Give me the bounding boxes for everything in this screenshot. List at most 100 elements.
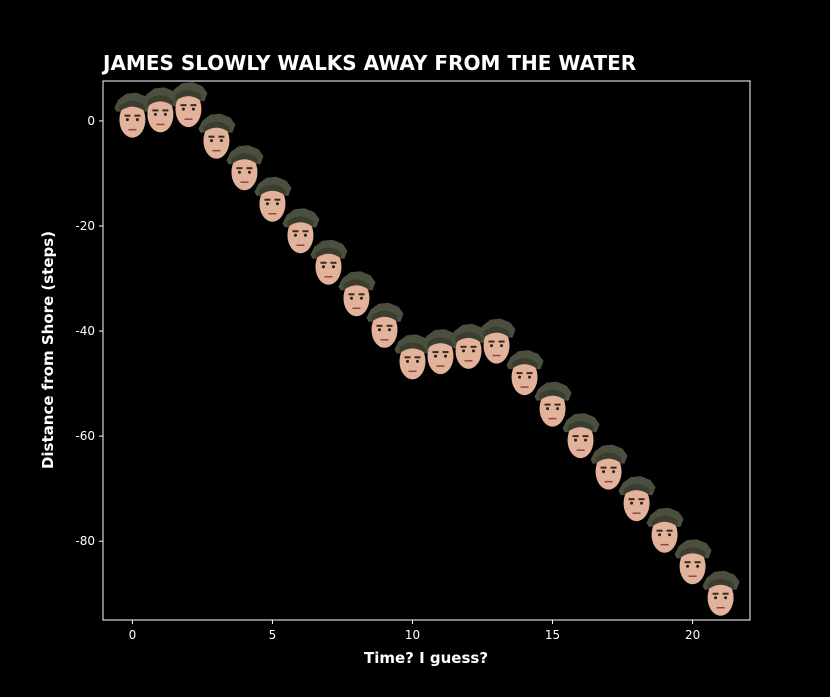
face-marker: [226, 145, 264, 191]
y-tick-label: -20: [75, 219, 95, 233]
face: [175, 91, 202, 128]
eye: [349, 296, 353, 300]
y-tick-label: -60: [75, 429, 95, 443]
face-marker: [618, 476, 656, 522]
face: [567, 422, 594, 459]
face-marker: [450, 323, 488, 369]
hairline: [343, 279, 370, 291]
face: [343, 280, 370, 317]
eye: [490, 344, 494, 348]
eye: [500, 344, 504, 348]
hairline: [427, 337, 454, 349]
chart-title: JAMES SLOWLY WALKS AWAY FROM THE WATER: [101, 51, 636, 75]
face-marker: [114, 92, 152, 138]
eye: [724, 596, 728, 600]
eye: [209, 139, 213, 143]
face-marker: [674, 539, 712, 585]
face: [203, 122, 230, 159]
face-marker: [254, 176, 292, 222]
eye: [387, 328, 391, 332]
face-marker: [338, 271, 376, 317]
face: [539, 390, 566, 427]
eye: [265, 202, 269, 206]
hairline: [231, 153, 258, 165]
eye: [546, 407, 550, 411]
hairline: [315, 247, 342, 259]
hairline: [455, 331, 482, 343]
face: [623, 485, 650, 522]
face-marker: [646, 507, 684, 553]
eye: [293, 233, 297, 237]
eye: [163, 112, 167, 116]
hairline: [623, 484, 650, 496]
hairline: [119, 100, 146, 112]
eye: [331, 265, 335, 269]
x-axis-label: Time? I guess?: [364, 649, 488, 667]
eye: [321, 265, 325, 269]
eye: [518, 375, 522, 379]
hairline: [147, 95, 174, 107]
eye: [584, 438, 588, 442]
face: [595, 453, 622, 490]
eye: [303, 233, 307, 237]
eye: [135, 118, 139, 122]
face: [679, 548, 706, 585]
y-axis-label: Distance from Shore (steps): [39, 231, 57, 469]
eye: [405, 359, 409, 363]
face: [147, 96, 174, 133]
eye: [528, 375, 532, 379]
eye: [640, 501, 644, 505]
eye: [714, 596, 718, 600]
eye: [153, 112, 157, 116]
y-tick-label: -40: [75, 324, 95, 338]
eye: [472, 349, 476, 353]
face-marker: [562, 413, 600, 459]
face: [651, 516, 678, 553]
eye: [237, 170, 241, 174]
hairline: [567, 421, 594, 433]
hairline: [259, 184, 286, 196]
hairline: [707, 578, 734, 590]
eye: [219, 139, 223, 143]
hairline: [483, 326, 510, 338]
face-marker: [394, 334, 432, 380]
face: [427, 338, 454, 375]
hairline: [371, 310, 398, 322]
face: [707, 579, 734, 616]
face: [399, 343, 426, 380]
face: [371, 311, 398, 348]
x-tick-label: 15: [545, 628, 560, 642]
face: [511, 359, 538, 396]
hairline: [511, 358, 538, 370]
eye: [181, 107, 185, 111]
hairline: [679, 547, 706, 559]
eye: [275, 202, 279, 206]
x-tick-label: 10: [405, 628, 420, 642]
face: [455, 332, 482, 369]
eye: [377, 328, 381, 332]
eye: [658, 533, 662, 537]
eye: [444, 354, 448, 358]
face-marker: [590, 444, 628, 490]
hairline: [595, 452, 622, 464]
face: [259, 185, 286, 222]
face-marker: [702, 570, 740, 616]
face-marker: [170, 82, 208, 128]
y-tick-label: 0: [87, 114, 95, 128]
eye: [125, 118, 129, 122]
face: [315, 248, 342, 285]
face-marker: [142, 87, 180, 133]
eye: [612, 470, 616, 474]
face-marker: [198, 113, 236, 159]
x-tick-label: 0: [129, 628, 137, 642]
face: [483, 327, 510, 364]
eye: [668, 533, 672, 537]
eye: [434, 354, 438, 358]
eye: [630, 501, 634, 505]
face-marker: [422, 329, 460, 375]
eye: [574, 438, 578, 442]
x-tick-label: 20: [685, 628, 700, 642]
hairline: [175, 90, 202, 102]
hairline: [399, 342, 426, 354]
